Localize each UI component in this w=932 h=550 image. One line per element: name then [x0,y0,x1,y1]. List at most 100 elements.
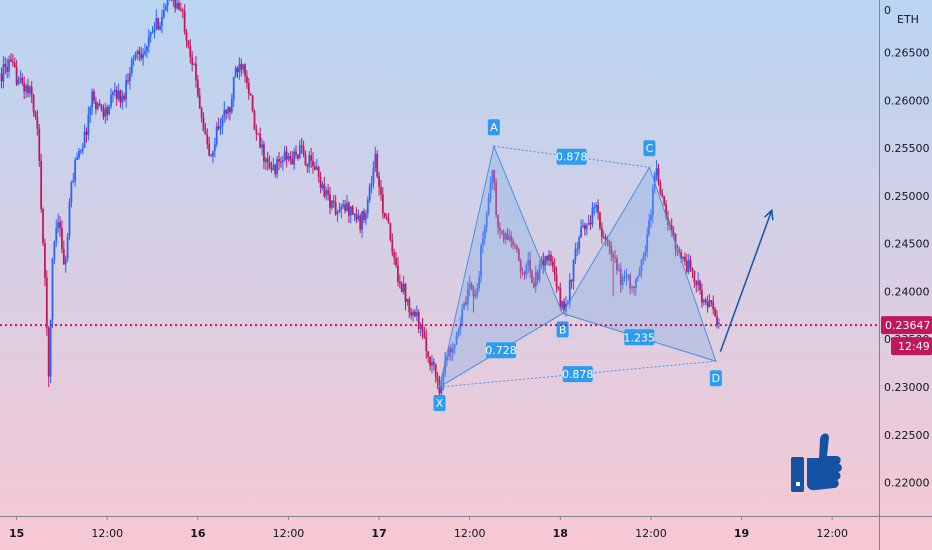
price-tick-label: 0.22500 [884,429,930,442]
candle-body [10,59,12,62]
time-tick-label: 17 [371,527,386,540]
candle-body [593,207,596,209]
candle-body [280,161,282,163]
candle-body [313,166,316,171]
candle-body [389,223,392,241]
candle-body [96,103,99,109]
candle-body [633,286,635,288]
candle-body [266,158,269,163]
candle-body [281,160,284,163]
candle-body [338,209,341,213]
price-axis-zero: 0 [884,4,891,17]
candle-body [415,311,418,317]
candle-body [672,232,675,235]
candle-body [23,83,26,92]
candle-body [91,91,94,108]
candle-body [145,46,148,52]
candle-body [244,64,246,77]
time-tick-label: 12:00 [635,527,667,540]
ratio-label: 0.878 [562,368,594,381]
candle-body [380,187,382,195]
candle-body [278,159,280,162]
candle-body [504,233,507,240]
candle-body [259,134,262,148]
candle-body [568,279,571,303]
candle-body [387,217,390,224]
candle-body [210,155,212,157]
candle-body [295,151,297,155]
candle-body [582,225,584,227]
candle-body [19,78,22,80]
candle-body [300,145,303,147]
candle-body [144,51,146,55]
candle-body [298,145,301,159]
candle-body [687,260,690,272]
candle-body [308,155,311,167]
candle-body [68,202,71,237]
candle-body [604,236,607,241]
candle-body [449,347,452,353]
svg-text:12:49: 12:49 [898,340,930,353]
candle-body [32,94,35,112]
candle-body [497,214,499,228]
candle-body [219,126,222,129]
candle-body [361,211,363,230]
candle-body [419,326,422,329]
candle-body [83,131,86,148]
candle-body [38,128,41,161]
candle-body [66,236,69,259]
candle-body [232,76,235,99]
candle-body [119,90,122,103]
candle-body [40,160,43,210]
candle-body [236,67,239,73]
last-price-label: 0.23647 12:49 [881,316,932,356]
candle-body [516,245,518,250]
thumbs-up-icon [791,433,842,492]
candle-body [270,168,273,171]
candle-body [310,155,313,161]
candle-body [657,168,660,183]
candle-body [17,79,20,85]
candle-body [436,376,439,382]
price-axis[interactable]: 0.26500 0.26000 0.25500 0.25000 0.24500 0.240… [884,47,930,490]
candle-body [136,51,139,55]
candle-body [117,90,120,100]
candle-body [217,126,220,129]
candle-body [678,251,681,253]
price-tick-label: 0.24500 [884,238,930,251]
candle-body [381,194,384,214]
candle-body [153,28,156,33]
candle-body [115,90,118,100]
time-tick-label: 12:00 [273,527,305,540]
candle-body [293,151,296,165]
candle-body [661,193,664,197]
candle-body [517,249,520,261]
time-axis[interactable]: 15 12:00 16 12:00 17 12:00 18 12:00 19 12:00 [9,516,848,540]
candle-body [242,64,245,70]
candle-body [353,214,356,216]
candle-body [0,73,3,82]
candle-body [572,259,575,282]
candle-body [397,265,399,282]
candle-body [689,260,692,269]
candle-body [400,283,403,292]
candle-body [623,277,626,279]
ratio-label-box [556,148,587,165]
candle-body [459,325,462,331]
candle-body [548,254,550,261]
candle-body [364,213,367,220]
price-tick-label: 0.26500 [884,47,930,60]
candle-body [251,95,254,112]
candle-body [166,0,169,6]
candle-body [485,213,488,228]
candle-body [695,281,698,285]
pattern-point-label: A [490,121,498,134]
candle-body [193,63,195,65]
candle-body [79,150,82,152]
candle-body [127,80,129,82]
candle-body [404,283,407,302]
candle-body [682,257,684,259]
price-tick-label: 0.23000 [884,381,930,394]
candle-body [506,233,509,240]
candle-body [349,206,352,216]
